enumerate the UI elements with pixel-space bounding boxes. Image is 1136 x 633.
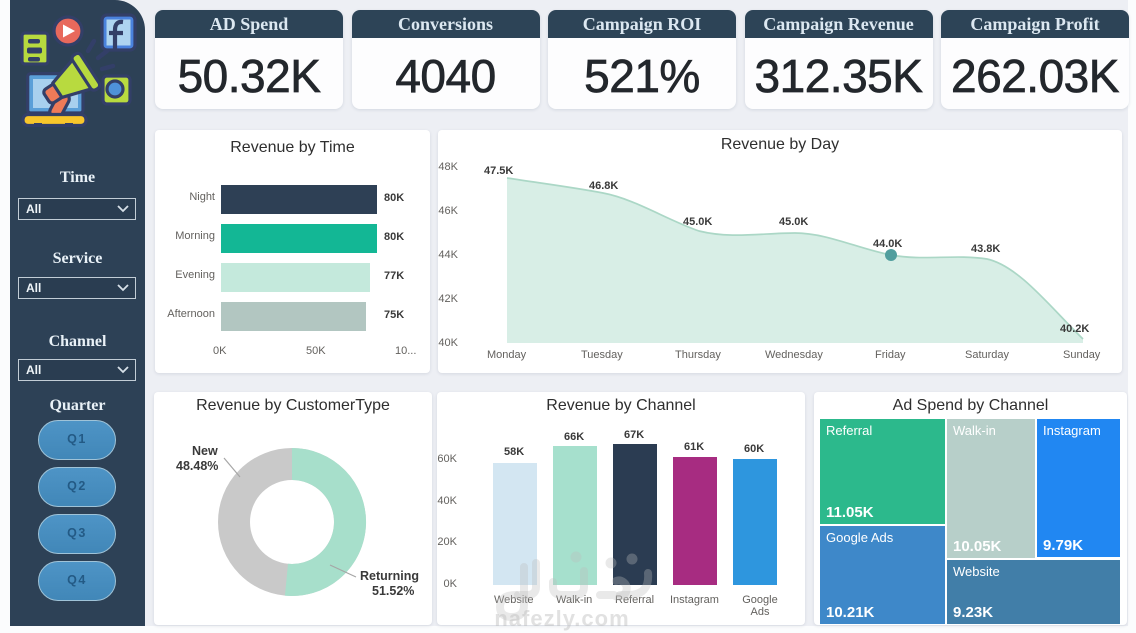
svg-text:nafezly.com: nafezly.com bbox=[494, 606, 629, 631]
